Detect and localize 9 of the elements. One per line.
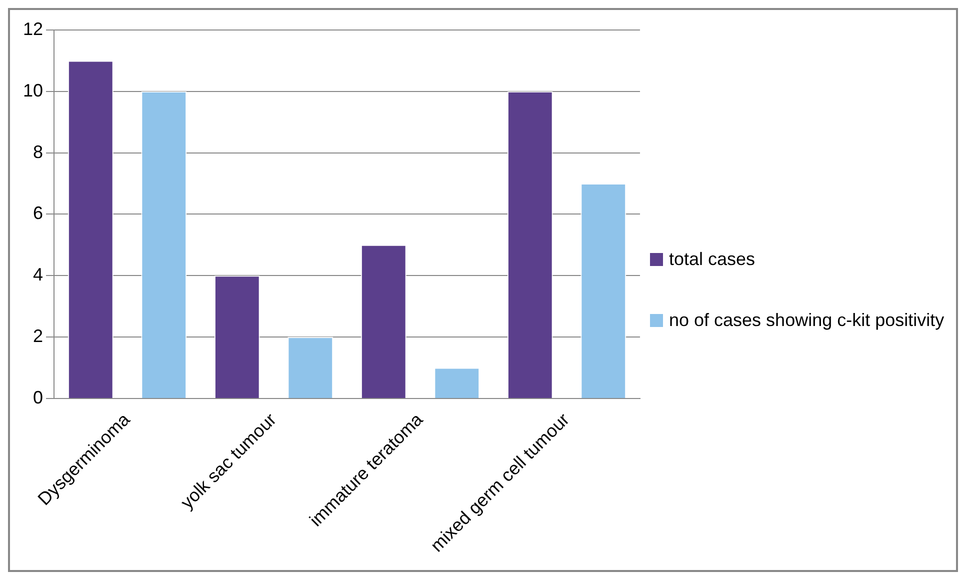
y-tick-label: 4 <box>33 264 44 285</box>
legend-label: no of cases showing c-kit positivity <box>669 310 944 331</box>
y-tick-label: 0 <box>33 387 44 408</box>
legend-label: total cases <box>669 249 756 270</box>
y-tick-label: 8 <box>33 142 44 162</box>
y-tick-label: 2 <box>33 326 44 346</box>
y-tick-label: 10 <box>22 80 44 100</box>
y-tick-label: 12 <box>22 18 44 39</box>
y-tick-label: 6 <box>33 203 44 224</box>
